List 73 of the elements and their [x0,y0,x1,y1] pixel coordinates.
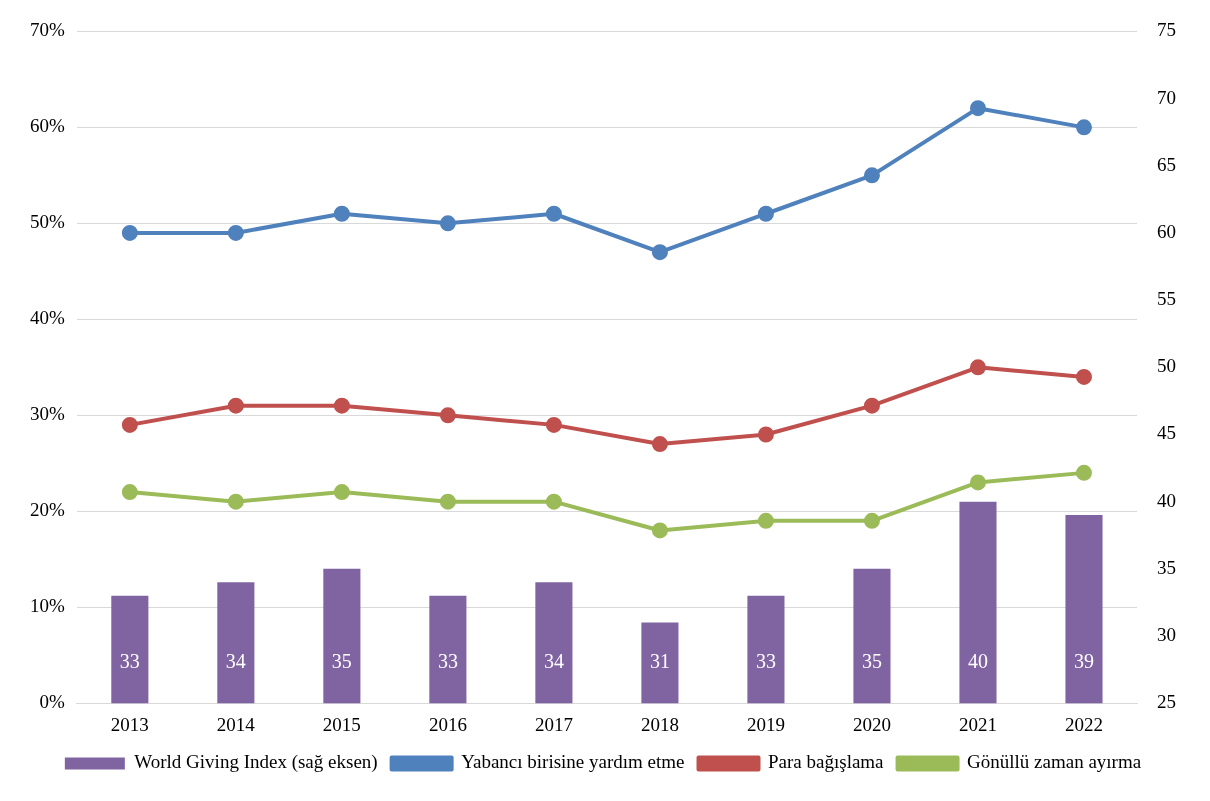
point [439,493,456,510]
point [333,397,350,414]
point [863,397,880,414]
x-tick-label: 2022 [1064,713,1103,735]
point [1075,119,1092,136]
point [757,512,774,529]
point [227,493,244,510]
point [757,426,774,443]
point [651,244,668,261]
x-tick-label: 2017 [534,713,573,735]
point [227,397,244,414]
y2-tick-label: 40 [1157,489,1176,511]
data-label: 35 [331,650,352,673]
x-tick-label: 2013 [110,713,149,735]
x-tick-label: 2018 [640,713,679,735]
y2-tick-label: 50 [1157,355,1176,377]
x-tick-label: 2020 [852,713,891,735]
data-label: 35 [861,650,882,673]
point [121,224,138,241]
legend-label: Yabancı birisine yardım etme [461,751,685,773]
point [651,522,668,539]
point [651,436,668,453]
y-tick-label: 50% [30,211,65,233]
point [121,416,138,433]
data-label: 34 [225,650,246,673]
point [863,512,880,529]
y2-tick-label: 70 [1157,86,1176,108]
point [545,205,562,222]
y2-tick-label: 65 [1157,153,1176,175]
y2-tick-label: 35 [1157,556,1176,578]
point [439,215,456,232]
y-tick-label: 30% [30,403,65,425]
point [227,224,244,241]
legend-label: Para bağışlama [768,751,885,773]
data-label: 33 [119,650,140,673]
data-label: 34 [543,650,564,673]
point [545,416,562,433]
data-label: 39 [1073,650,1094,673]
y-tick-label: 40% [30,307,65,329]
y-tick-label: 0% [39,691,65,713]
data-label: 33 [437,650,458,673]
x-tick-label: 2015 [322,713,361,735]
x-tick-label: 2014 [216,713,256,735]
data-label: 40 [967,650,988,673]
data-label: 33 [755,650,776,673]
x-tick-label: 2019 [746,713,785,735]
point [121,484,138,501]
y-tick-label: 60% [30,115,65,137]
point [333,205,350,222]
legend-label: Gönüllü zaman ayırma [967,751,1142,773]
point [1075,464,1092,481]
legend-label: World Giving Index (sağ eksen) [134,751,378,774]
point [969,100,986,117]
y2-tick-label: 45 [1157,422,1176,444]
point [439,407,456,424]
y-tick-label: 70% [30,19,65,41]
y2-tick-label: 60 [1157,220,1176,242]
point [333,484,350,501]
y2-tick-label: 55 [1157,288,1176,310]
point [863,167,880,184]
point [1075,368,1092,385]
y-tick-label: 10% [30,595,65,617]
y2-tick-label: 30 [1157,624,1176,645]
y-tick-label: 20% [30,499,65,521]
y2-tick-label: 75 [1157,19,1176,41]
point [757,205,774,222]
y2-tick-label: 25 [1157,691,1176,713]
x-tick-label: 2021 [958,713,997,735]
point [545,493,562,510]
point [969,474,986,491]
data-label: 31 [649,650,670,673]
point [969,359,986,376]
x-tick-label: 2016 [428,713,467,735]
